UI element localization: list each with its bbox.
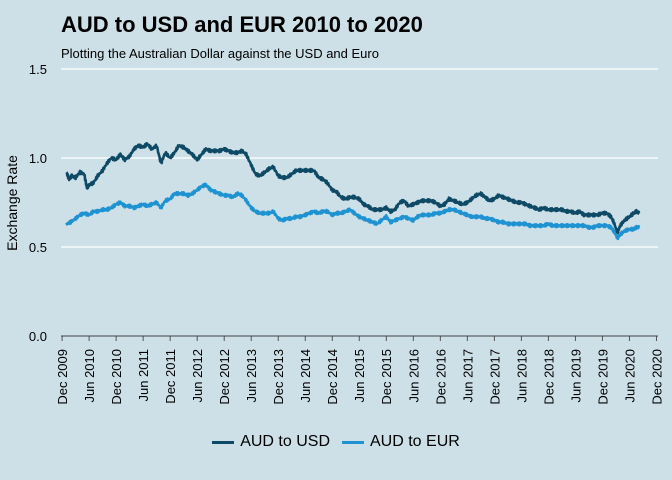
x-tick-label: Jun 2012 (190, 349, 205, 403)
y-tick-label: 0.0 (29, 329, 47, 344)
x-tick-label: Jun 2018 (514, 349, 529, 403)
x-tick-label: Jun 2015 (352, 349, 367, 403)
x-tick-label: Jun 2020 (622, 349, 637, 403)
x-tick-label: Dec 2019 (595, 349, 610, 405)
legend-key-eur (342, 440, 364, 444)
legend-key-usd (212, 440, 235, 444)
x-tick-label: Dec 2013 (271, 349, 286, 405)
chart-title: AUD to USD and EUR 2010 to 2020 (61, 12, 423, 37)
x-axis-ticks: Dec 2009 Jun 2010 Dec 2010 Jun 2011 Dec 2011… (55, 336, 664, 405)
y-tick-label: 0.5 (29, 240, 47, 255)
y-axis-ticks: 0.0 0.5 1.0 1.5 (29, 62, 47, 344)
x-tick-label: Dec 2012 (217, 349, 232, 405)
x-tick-label: Jun 2019 (568, 349, 583, 403)
y-tick-label: 1.0 (29, 151, 47, 166)
legend-item-usd: AUD to USD (212, 433, 330, 451)
x-tick-label: Jun 2011 (136, 349, 151, 402)
x-tick-label: Jun 2013 (244, 349, 259, 403)
legend: AUD to USD AUD to EUR (0, 433, 672, 451)
series-line-eur (65, 182, 641, 241)
x-tick-label: Dec 2010 (109, 349, 124, 405)
series-lines (65, 142, 641, 241)
x-tick-label: Dec 2020 (649, 349, 664, 405)
legend-item-eur: AUD to EUR (342, 433, 460, 451)
y-tick-label: 1.5 (29, 62, 47, 77)
legend-label-eur: AUD to EUR (370, 433, 460, 450)
x-tick-label: Dec 2016 (433, 349, 448, 405)
x-tick-label: Jun 2017 (460, 349, 475, 403)
x-tick-label: Dec 2011 (163, 349, 178, 404)
x-tick-label: Dec 2014 (325, 349, 340, 405)
series-line-usd (65, 142, 641, 235)
y-axis-title: Exchange Rate (4, 155, 20, 251)
x-tick-label: Jun 2014 (298, 349, 313, 403)
x-tick-label: Dec 2015 (379, 349, 394, 405)
chart-subtitle: Plotting the Australian Dollar against t… (61, 46, 379, 61)
x-tick-label: Jun 2010 (82, 349, 97, 403)
x-tick-label: Dec 2009 (55, 349, 70, 405)
legend-label-usd: AUD to USD (240, 433, 330, 450)
x-tick-label: Jun 2016 (406, 349, 421, 403)
x-tick-label: Dec 2018 (541, 349, 556, 405)
x-tick-label: Dec 2017 (487, 349, 502, 405)
